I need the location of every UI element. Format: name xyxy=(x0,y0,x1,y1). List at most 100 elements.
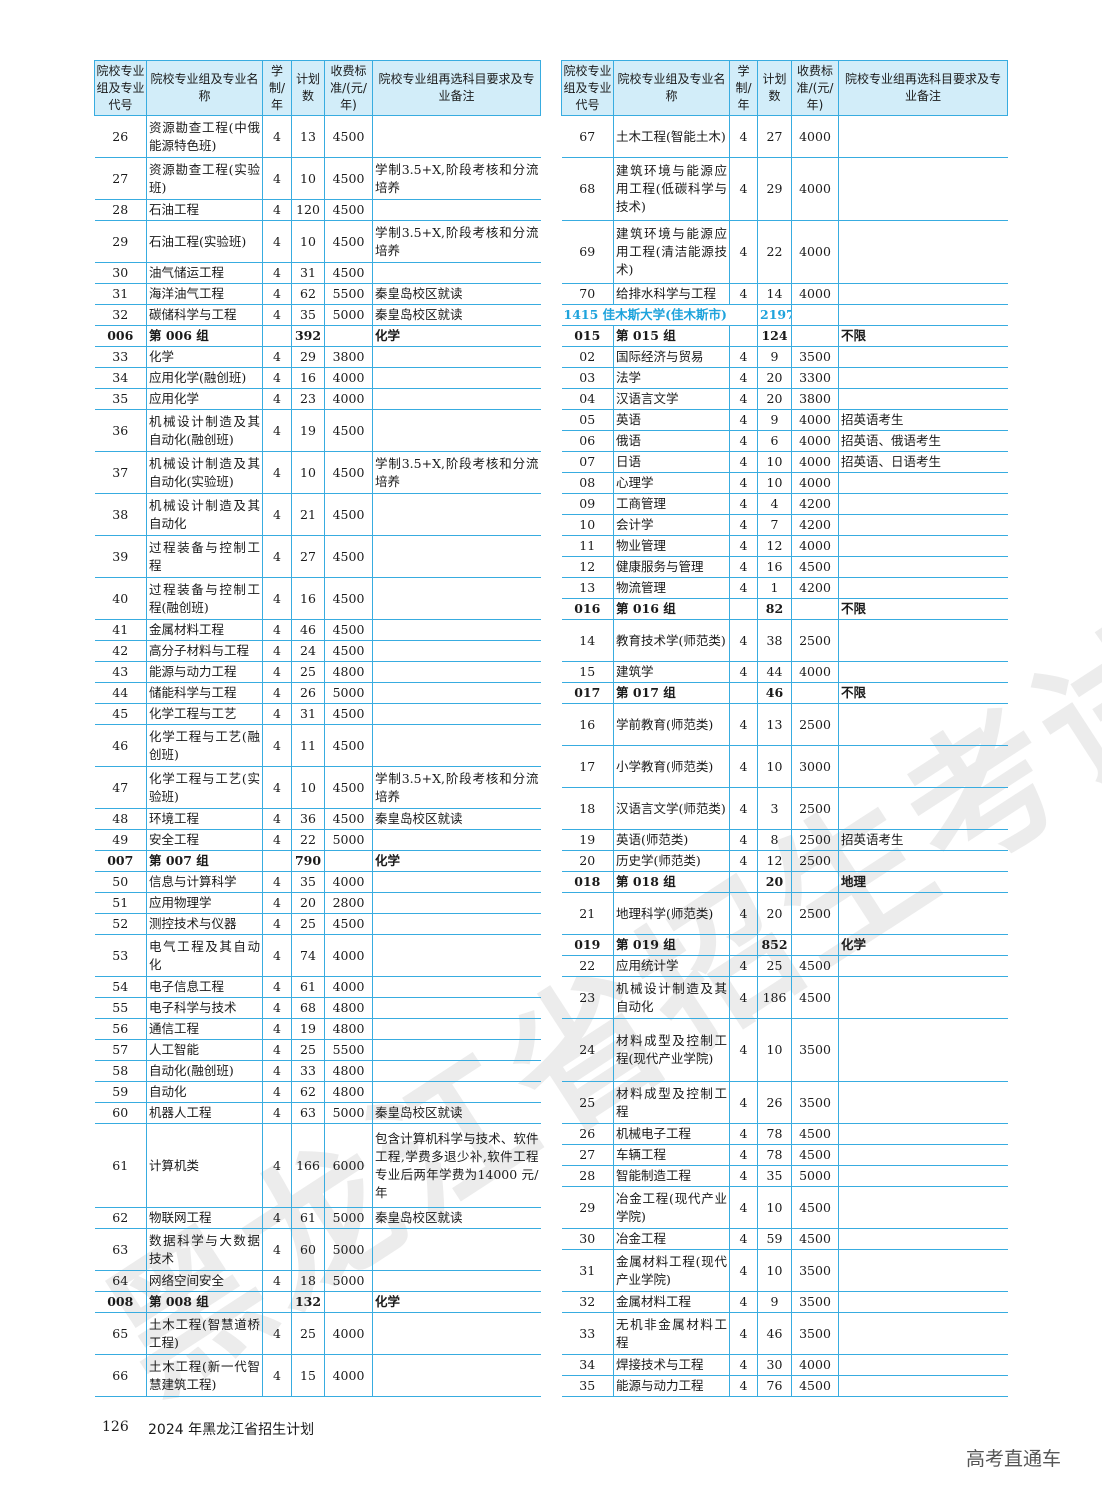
years-cell: 4 xyxy=(729,955,758,977)
code-cell: 33 xyxy=(94,346,147,368)
years-cell: 4 xyxy=(729,661,758,683)
plan-cell: 20 xyxy=(757,892,792,935)
table-row: 26 机械电子工程 4 78 4500 xyxy=(561,1123,1008,1145)
admission-table-right: 院校专业组及专业代号 院校专业组及专业名称 学制/年 计划数 收费标准/(元/年… xyxy=(561,60,1008,1397)
plan-cell: 13 xyxy=(757,703,792,746)
note-cell: 秦皇岛校区就读 xyxy=(372,1207,541,1229)
years-cell: 4 xyxy=(729,409,758,431)
note-cell xyxy=(838,283,1008,305)
note-cell xyxy=(838,472,1008,494)
table-row: 55 电子科学与技术 4 68 4800 xyxy=(94,997,541,1019)
name-cell: 机械设计制造及其自动化 xyxy=(613,976,730,1019)
name-cell: 储能科学与工程 xyxy=(146,682,263,704)
code-cell: 14 xyxy=(561,619,614,662)
code-cell: 32 xyxy=(561,1291,614,1313)
name-cell: 能源与动力工程 xyxy=(146,661,263,683)
fee-cell: 4000 xyxy=(324,871,373,893)
name-cell: 物联网工程 xyxy=(146,1207,263,1229)
table-row: 31 金属材料工程(现代产业学院) 4 10 3500 xyxy=(561,1249,1008,1292)
code-cell: 39 xyxy=(94,535,147,578)
fee-cell: 4500 xyxy=(324,703,373,725)
code-cell: 60 xyxy=(94,1102,147,1124)
years-cell: 4 xyxy=(729,346,758,368)
years-cell: 4 xyxy=(729,829,758,851)
code-cell: 23 xyxy=(561,976,614,1019)
table-row: 37 机械设计制造及其自动化(实验班) 4 10 4500 学制3.5+X,阶段考核和分流… xyxy=(94,451,541,494)
plan-cell: 31 xyxy=(291,262,325,284)
plan-cell: 16 xyxy=(757,556,792,578)
name-cell: 自动化(融创班) xyxy=(146,1060,263,1082)
code-cell: 52 xyxy=(94,913,147,935)
name-cell: 车辆工程 xyxy=(613,1144,730,1166)
note-cell xyxy=(838,493,1008,515)
code-cell: 24 xyxy=(561,1018,614,1082)
years-cell: 4 xyxy=(262,661,292,683)
group-row: 016 第 016 组 82 不限 xyxy=(561,598,1008,620)
table-row: 35 能源与动力工程 4 76 4500 xyxy=(561,1375,1008,1397)
plan-cell: 18 xyxy=(291,1270,325,1292)
name-cell: 建筑环境与能源应用工程(清洁能源技术) xyxy=(613,220,730,284)
table-row: 29 冶金工程(现代产业学院) 4 10 4500 xyxy=(561,1186,1008,1229)
code-cell: 61 xyxy=(94,1123,147,1208)
name-cell: 土木工程(新一代智慧建筑工程) xyxy=(146,1354,263,1397)
note-cell xyxy=(838,1081,1008,1124)
admission-table-left: 院校专业组及专业代号 院校专业组及专业名称 学制/年 计划数 收费标准/(元/年… xyxy=(94,60,541,1397)
name-cell: 心理学 xyxy=(613,472,730,494)
code-cell: 26 xyxy=(561,1123,614,1145)
table-row: 46 化学工程与工艺(融创班) 4 11 4500 xyxy=(94,724,541,767)
note-cell xyxy=(838,976,1008,1019)
name-cell: 第 007 组 xyxy=(146,850,263,872)
plan-cell: 25 xyxy=(291,1312,325,1355)
fee-cell: 4500 xyxy=(324,220,373,263)
code-cell: 016 xyxy=(561,598,614,620)
table-row: 28 智能制造工程 4 35 5000 xyxy=(561,1165,1008,1187)
plan-cell: 29 xyxy=(291,346,325,368)
name-cell: 材料成型及控制工程 xyxy=(613,1081,730,1124)
code-cell: 31 xyxy=(94,283,147,305)
header-code: 院校专业组及专业代号 xyxy=(94,60,147,116)
note-cell xyxy=(838,367,1008,389)
code-cell: 10 xyxy=(561,514,614,536)
group-row: 007 第 007 组 790 化学 xyxy=(94,850,541,872)
plan-cell: 20 xyxy=(757,871,792,893)
code-cell: 12 xyxy=(561,556,614,578)
note-cell xyxy=(372,577,541,620)
years-cell xyxy=(729,682,758,704)
code-cell: 46 xyxy=(94,724,147,767)
note-cell: 秦皇岛校区就读 xyxy=(372,1102,541,1124)
fee-cell: 2500 xyxy=(791,829,839,851)
note-cell xyxy=(372,115,541,158)
table-row: 09 工商管理 4 4 4200 xyxy=(561,493,1008,515)
years-cell: 4 xyxy=(729,220,758,284)
name-cell: 第 006 组 xyxy=(146,325,263,347)
years-cell: 4 xyxy=(729,1144,758,1166)
plan-cell: 7 xyxy=(757,514,792,536)
years-cell: 4 xyxy=(262,367,292,389)
table-row: 51 应用物理学 4 20 2800 xyxy=(94,892,541,914)
years-cell xyxy=(729,598,758,620)
code-cell: 48 xyxy=(94,808,147,830)
note-cell xyxy=(372,934,541,977)
note-cell: 化学 xyxy=(372,850,541,872)
header-years: 学制/年 xyxy=(262,60,292,116)
name-cell: 机械设计制造及其自动化(实验班) xyxy=(146,451,263,494)
plan-cell: 10 xyxy=(291,220,325,263)
fee-cell: 4500 xyxy=(791,976,839,1019)
note-cell xyxy=(838,1123,1008,1145)
fee-cell: 4800 xyxy=(324,1060,373,1082)
code-cell: 55 xyxy=(94,997,147,1019)
years-cell: 4 xyxy=(262,1039,292,1061)
name-cell: 第 016 组 xyxy=(613,598,730,620)
fee-cell: 3500 xyxy=(791,1081,839,1124)
table-row: 38 机械设计制造及其自动化 4 21 4500 xyxy=(94,493,541,536)
table-row: 66 土木工程(新一代智慧建筑工程) 4 15 4000 xyxy=(94,1354,541,1397)
table-row: 36 机械设计制造及其自动化(融创班) 4 19 4500 xyxy=(94,409,541,452)
note-cell xyxy=(838,1354,1008,1376)
plan-cell: 10 xyxy=(757,745,792,788)
table-row: 27 车辆工程 4 78 4500 xyxy=(561,1144,1008,1166)
years-cell: 4 xyxy=(729,745,758,788)
name-cell: 工商管理 xyxy=(613,493,730,515)
code-cell: 62 xyxy=(94,1207,147,1229)
fee-cell xyxy=(324,325,373,347)
name-cell: 汉语言文学(师范类) xyxy=(613,787,730,830)
